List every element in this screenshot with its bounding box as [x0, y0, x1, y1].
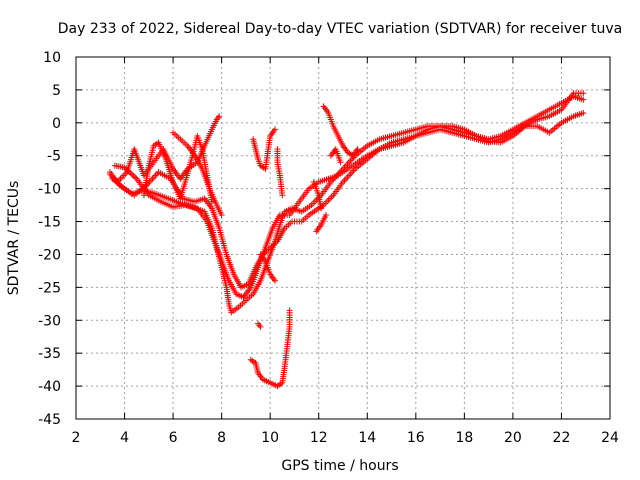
chart-title: Day 233 of 2022, Sidereal Day-to-day VTE… [58, 21, 622, 37]
y-tick-label: -20 [38, 247, 61, 263]
y-tick-label: 0 [52, 116, 61, 132]
y-tick-label: -15 [38, 215, 61, 231]
x-tick-label: 20 [504, 430, 522, 446]
x-tick-label: 16 [407, 430, 425, 446]
x-tick-label: 10 [261, 430, 279, 446]
data-point [580, 96, 587, 103]
data-point [279, 192, 286, 199]
series-track-j [247, 307, 293, 390]
data-point [337, 159, 344, 166]
tick-labels: 2 4 6 8 10 12 14 16 18 20 22 241050-5-10-15-20-25-3… [38, 50, 619, 446]
series-track-m [310, 179, 325, 212]
x-tick-label: 6 [169, 430, 178, 446]
data-point [323, 211, 330, 218]
y-tick-label: -10 [38, 182, 61, 198]
y-tick-label: 5 [52, 83, 61, 99]
x-tick-label: 8 [217, 430, 226, 446]
y-tick-label: -35 [38, 346, 61, 362]
x-tick-label: 18 [455, 430, 473, 446]
x-tick-label: 24 [601, 430, 619, 446]
y-tick-label: -5 [47, 149, 61, 165]
data-point [216, 113, 223, 120]
data-point [354, 146, 361, 153]
y-tick-label: -30 [38, 313, 61, 329]
series-track-e [140, 132, 215, 205]
data-point [286, 307, 293, 314]
series-track-f [170, 129, 225, 218]
x-axis-label: GPS time / hours [281, 458, 398, 474]
x-tick-label: 2 [72, 430, 81, 446]
series-track-i [255, 320, 264, 330]
data-point [272, 126, 279, 133]
data-markers [106, 90, 587, 390]
y-tick-label: -40 [38, 379, 61, 395]
y-axis-label: SDTVAR / TECUs [6, 181, 22, 296]
data-point [257, 323, 264, 330]
y-tick-label: 10 [43, 50, 61, 66]
data-point [580, 90, 587, 97]
y-tick-label: -45 [38, 412, 61, 428]
data-point [580, 109, 587, 116]
data-point [218, 211, 225, 218]
y-tick-label: -25 [38, 280, 61, 296]
x-tick-label: 22 [553, 430, 571, 446]
plot-frame [75, 56, 611, 420]
data-point [272, 277, 279, 284]
series-track-l [313, 211, 330, 235]
x-tick-label: 14 [358, 430, 376, 446]
data-point [318, 205, 325, 212]
series-track-n [320, 103, 361, 159]
series-track-o [327, 146, 344, 166]
x-tick-label: 4 [120, 430, 129, 446]
series-track-k [257, 251, 279, 284]
series-track-h [274, 146, 286, 199]
x-tick-label: 12 [310, 430, 328, 446]
series-track-g [250, 126, 279, 172]
